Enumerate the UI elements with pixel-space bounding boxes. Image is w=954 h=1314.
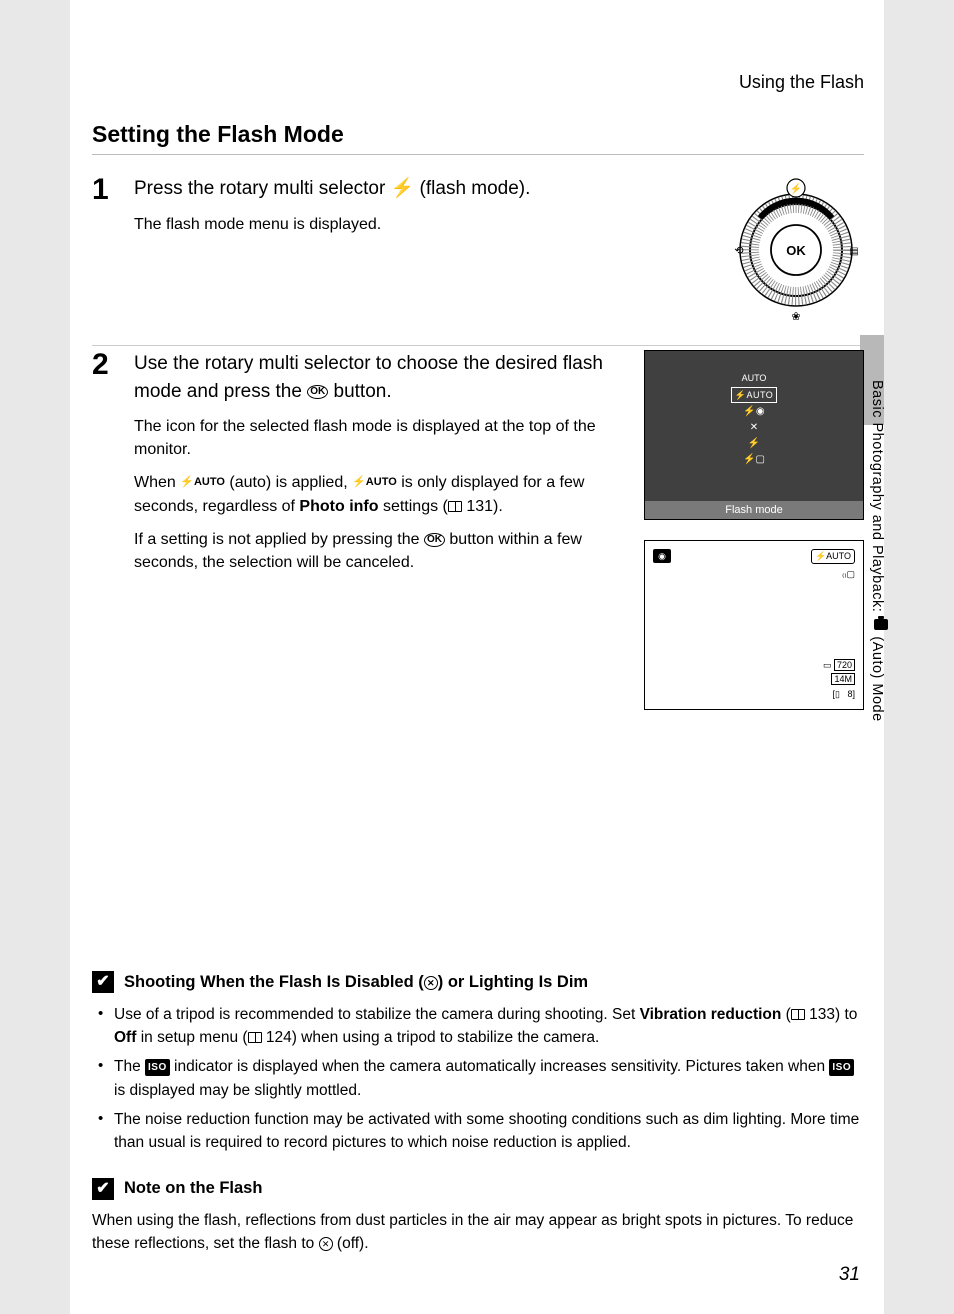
- s2p2b: (auto) is applied,: [225, 474, 352, 491]
- vibration-reduction-bold: Vibration reduction: [640, 1006, 782, 1023]
- auto-icon-2: ⚡AUTO: [352, 475, 397, 491]
- note-b-body: When using the flash, reflections from d…: [92, 1209, 864, 1256]
- side-text-b: (Auto) Mode: [869, 636, 885, 721]
- noteA-title-a: Shooting When the Flash Is Disabled (: [124, 973, 424, 991]
- book-icon: [448, 501, 462, 512]
- ok-icon-2: OK: [424, 533, 445, 547]
- step-1-lead: Press the rotary multi selector ⚡ (flash…: [134, 175, 711, 203]
- noteB-title-text: Note on the Flash: [124, 1176, 262, 1201]
- lcd-row-fill: ⚡: [748, 436, 760, 452]
- na1a: Use of a tripod is recommended to stabil…: [114, 1006, 640, 1023]
- na2c: is displayed may be slightly mottled.: [114, 1082, 361, 1099]
- svg-text:⟲: ⟲: [734, 245, 743, 257]
- lcd-row-off: ✕: [750, 420, 758, 436]
- lcd-count: [▯ 8]: [823, 687, 855, 701]
- note-on-flash: ✔ Note on the Flash When using the flash…: [92, 1176, 864, 1255]
- s2p2ref: 131).: [462, 498, 503, 515]
- lcd-row-slow: ⚡▢: [743, 452, 765, 468]
- book-icon-3: [248, 1032, 262, 1043]
- lcd-res1: ▭ 720: [823, 658, 855, 672]
- svg-text:⚡: ⚡: [790, 182, 802, 195]
- svg-text:❀: ❀: [791, 311, 800, 323]
- note-a-item-3: The noise reduction function may be acti…: [96, 1108, 864, 1155]
- step-2: 2 Use the rotary multi selector to choos…: [92, 346, 864, 730]
- lcd-bottom-right: ▭ 720 14M [▯ 8]: [823, 658, 855, 701]
- lcd-menu-items: AUTO ⚡AUTO ⚡◉ ✕ ⚡ ⚡▢: [645, 371, 863, 468]
- auto-icon-1: ⚡AUTO: [180, 475, 225, 491]
- iso-icon-2: ISO: [829, 1059, 854, 1076]
- svg-text:▤: ▤: [849, 246, 858, 257]
- ok-icon: OK: [307, 385, 328, 399]
- step1-lead-a: Press the rotary multi selector: [134, 178, 391, 199]
- lcd-sel-label: AUTO: [746, 390, 773, 400]
- na2a: The: [114, 1058, 145, 1075]
- step-1-number: 1: [92, 175, 116, 325]
- flash-off-icon: ✕: [424, 976, 438, 990]
- lcd-selected: ⚡AUTO: [731, 387, 778, 403]
- flash-off-icon-2: ✕: [319, 1237, 333, 1251]
- content-area: Using the Flash Setting the Flash Mode 1…: [70, 0, 884, 1300]
- breadcrumb: Using the Flash: [92, 72, 864, 93]
- step2-lead-b: button.: [328, 381, 391, 402]
- lcd-camera-icon: ◉: [653, 549, 671, 563]
- note-a-list: Use of a tripod is recommended to stabil…: [92, 1003, 864, 1155]
- step-1-sub: The flash mode menu is displayed.: [134, 213, 711, 236]
- na1r2: 124) when using a tripod to stabilize th…: [262, 1029, 600, 1046]
- book-icon-2: [791, 1009, 805, 1020]
- page-number: 31: [839, 1264, 860, 1286]
- note-shooting-disabled: ✔ Shooting When the Flash Is Disabled (✕…: [92, 970, 864, 1154]
- na1b: (: [781, 1006, 790, 1023]
- lcd-res2: 14M: [823, 672, 855, 686]
- note-a-item-2: The ISO indicator is displayed when the …: [96, 1055, 864, 1102]
- note-b-title: ✔ Note on the Flash: [92, 1176, 864, 1201]
- s2p2d: settings (: [379, 498, 448, 515]
- check-icon-2: ✔: [92, 1178, 114, 1200]
- lcd-top-icon: AUTO: [742, 373, 767, 383]
- rotary-dial-illustration: OK ⚡ ❀ ⟲ ▤: [729, 175, 864, 325]
- note-a-title: ✔ Shooting When the Flash Is Disabled (✕…: [92, 970, 864, 995]
- step-2-p3: If a setting is not applied by pressing …: [134, 528, 626, 574]
- lcd-sub-icon: ₍₎▢: [842, 569, 855, 580]
- step-2-number: 2: [92, 350, 116, 710]
- lcd-auto-badge: ⚡AUTO: [811, 549, 855, 564]
- page: Basic Photography and Playback: (Auto) M…: [70, 0, 884, 1314]
- check-icon: ✔: [92, 971, 114, 993]
- nbbb: (off).: [333, 1235, 369, 1252]
- lcd-flash-menu: AUTO ⚡AUTO ⚡◉ ✕ ⚡ ⚡▢ Flash mode: [644, 350, 864, 520]
- step-2-p2: When ⚡AUTO (auto) is applied, ⚡AUTO is o…: [134, 471, 626, 517]
- nbba: When using the flash, reflections from d…: [92, 1212, 853, 1252]
- side-tab-text: Basic Photography and Playback: (Auto) M…: [869, 380, 888, 722]
- note-a-item-1: Use of a tripod is recommended to stabil…: [96, 1003, 864, 1050]
- flash-icon: ⚡: [391, 175, 415, 203]
- step-2-p1: The icon for the selected flash mode is …: [134, 415, 626, 461]
- off-bold: Off: [114, 1029, 136, 1046]
- s2p3a: If a setting is not applied by pressing …: [134, 531, 424, 548]
- section-title: Setting the Flash Mode: [92, 121, 864, 155]
- lcd-preview: ◉ ⚡AUTO ₍₎▢ ▭ 720 14M [▯ 8]: [644, 540, 864, 710]
- lcd-footer-label: Flash mode: [645, 501, 863, 519]
- lcd-row-redeye: ⚡◉: [743, 404, 764, 420]
- camera-icon: [874, 619, 888, 630]
- step-2-illustrations: AUTO ⚡AUTO ⚡◉ ✕ ⚡ ⚡▢ Flash mode ◉ ⚡AUTO …: [644, 350, 864, 710]
- noteA-title-b: ) or Lighting Is Dim: [438, 973, 588, 991]
- photo-info-bold: Photo info: [299, 498, 378, 515]
- step1-lead-b: (flash mode).: [414, 178, 530, 199]
- na1c: in setup menu (: [136, 1029, 247, 1046]
- na2b: indicator is displayed when the camera a…: [170, 1058, 830, 1075]
- svg-text:OK: OK: [786, 243, 806, 258]
- step-1: 1 Press the rotary multi selector ⚡ (fla…: [92, 171, 864, 346]
- iso-icon: ISO: [145, 1059, 170, 1076]
- side-text-a: Basic Photography and Playback:: [869, 380, 885, 617]
- na1r1: 133) to: [805, 1006, 858, 1023]
- step-2-lead: Use the rotary multi selector to choose …: [134, 350, 626, 405]
- notes-section: ✔ Shooting When the Flash Is Disabled (✕…: [92, 970, 864, 1256]
- s2p2a: When: [134, 474, 180, 491]
